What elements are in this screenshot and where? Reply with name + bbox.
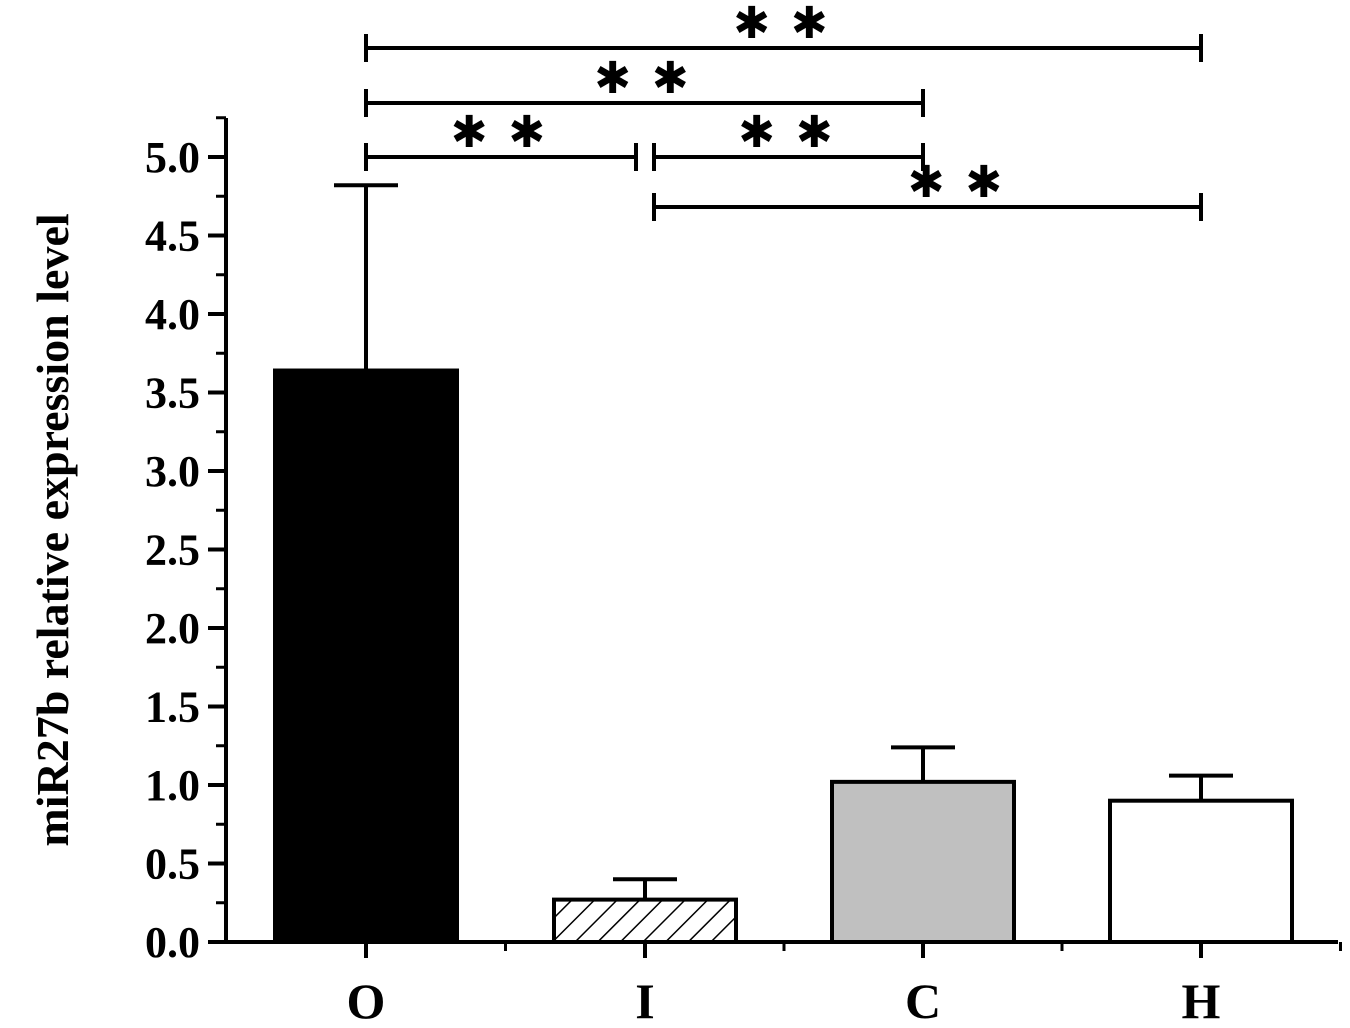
significance-bracket-O-C: ✱ ✱ bbox=[364, 53, 925, 117]
significance-label-O-C: ✱ ✱ bbox=[594, 53, 695, 104]
significance-label-O-H: ✱ ✱ bbox=[733, 0, 834, 49]
bars bbox=[273, 368, 1294, 945]
error-bars bbox=[334, 183, 1233, 900]
significance-bracket-I-H: ✱ ✱ bbox=[652, 157, 1203, 221]
y-tick-label-8: 4.0 bbox=[145, 290, 200, 339]
bar-C bbox=[830, 779, 1016, 944]
significance-label-O-I: ✱ ✱ bbox=[451, 107, 552, 158]
x-tick-label-C: C bbox=[905, 973, 941, 1028]
y-tick-label-6: 3.0 bbox=[145, 447, 200, 496]
significance-bracket-O-H: ✱ ✱ bbox=[364, 0, 1203, 62]
x-tick-label-H: H bbox=[1182, 973, 1221, 1028]
significance-bracket-O-I: ✱ ✱ bbox=[364, 107, 638, 171]
y-axis-label: miR27b relative expression level bbox=[27, 213, 78, 846]
significance-label-I-C: ✱ ✱ bbox=[738, 107, 839, 158]
y-tick-label-10: 5.0 bbox=[145, 133, 200, 182]
y-tick-label-4: 2.0 bbox=[145, 604, 200, 653]
y-axis-label-group: miR27b relative expression level bbox=[27, 213, 78, 846]
y-tick-label-2: 1.0 bbox=[145, 761, 200, 810]
axes: 0.0 0.5 1.0 1.5 2.0 2.5 3.0 3.5 4.0 4.5 5.0 O I C H bbox=[145, 116, 1342, 1028]
x-tick-label-O: O bbox=[347, 973, 386, 1028]
y-tick-label-1: 0.5 bbox=[145, 840, 200, 889]
significance-brackets: ✱ ✱ ✱ ✱ ✱ ✱ ✱ ✱ ✱ ✱ bbox=[364, 0, 1203, 221]
significance-bracket-I-C: ✱ ✱ bbox=[652, 107, 925, 171]
y-tick-label-0: 0.0 bbox=[145, 918, 200, 967]
y-tick-label-5: 2.5 bbox=[145, 526, 200, 575]
bar-O bbox=[273, 368, 459, 944]
y-tick-label-3: 1.5 bbox=[145, 683, 200, 732]
x-tick-label-I: I bbox=[635, 973, 654, 1028]
significance-label-I-H: ✱ ✱ bbox=[908, 157, 1009, 208]
y-tick-label-7: 3.5 bbox=[145, 369, 200, 418]
bar-I bbox=[552, 897, 738, 944]
bar-H bbox=[1108, 798, 1294, 945]
y-tick-label-9: 4.5 bbox=[145, 212, 200, 261]
